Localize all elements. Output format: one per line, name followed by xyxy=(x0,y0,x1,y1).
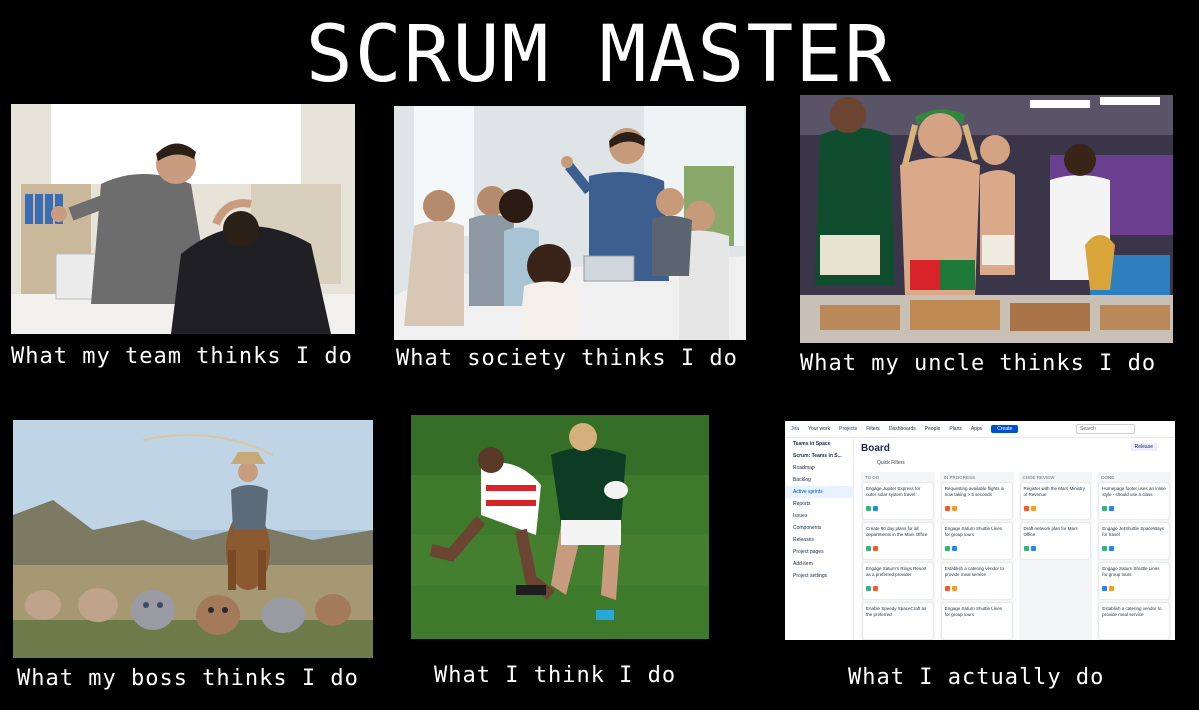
jira-card[interactable]: Create 90 day plans for all departments … xyxy=(863,523,933,559)
jira-card-text: Establish a catering vendor to provide m… xyxy=(1102,606,1162,617)
jira-sidebar-item[interactable]: Releases xyxy=(793,537,814,543)
jira-card-text: Create 90 day plans for all departments … xyxy=(866,526,928,537)
caption-boss: What my boss thinks I do xyxy=(17,666,359,691)
jira-nav-item[interactable]: Plans xyxy=(949,426,962,432)
jira-sidebar-item[interactable]: Project pages xyxy=(793,549,824,555)
jira-card-text: Engage Saturn Shuttle Lines for group to… xyxy=(944,606,1003,617)
jira-column-header: TO DO xyxy=(865,475,880,480)
jira-quick-filters[interactable]: Quick Filters xyxy=(877,460,905,466)
jira-card-text: Homepage footer uses an inline style - s… xyxy=(1102,486,1166,497)
jira-column-header: CODE REVIEW xyxy=(1022,475,1055,480)
photo-meeting-presentation xyxy=(394,106,746,340)
jira-sidebar-item[interactable]: Backlog xyxy=(793,477,811,483)
jira-card-text: Draft network plan for Mars Office xyxy=(1023,526,1078,537)
jira-card[interactable]: Engage Saturn's Rings Resort as a prefer… xyxy=(863,563,933,599)
jira-card[interactable]: Engage Saturn Shuttle Lines for group to… xyxy=(941,523,1012,559)
jira-project-name: Teams in Space xyxy=(793,441,831,447)
jira-card[interactable]: Engage Saturn Shuttle Lines for group to… xyxy=(941,603,1012,639)
jira-card-text: Engage Saturn's Rings Resort as a prefer… xyxy=(866,566,927,577)
jira-card-text: Engage JetShuttle SpaceWays for travel xyxy=(1102,526,1165,537)
jira-card[interactable]: Requesting available flights is now taki… xyxy=(941,483,1012,519)
jira-sidebar-item[interactable]: Issues xyxy=(793,513,808,519)
jira-sidebar-item[interactable]: Roadmap xyxy=(793,465,815,471)
jira-sidebar-item[interactable]: Components xyxy=(793,525,822,531)
jira-card[interactable]: Homepage footer uses an inline style - s… xyxy=(1099,483,1169,519)
meme-title: SCRUM MASTER xyxy=(305,10,894,100)
jira-column-todo: TO DO Engage Jupiter Express for outer s… xyxy=(861,472,935,640)
jira-search-input[interactable]: Search xyxy=(1076,424,1135,434)
caption-actual: What I actually do xyxy=(848,665,1105,690)
jira-sidebar-item[interactable]: Active sprints xyxy=(785,486,853,498)
photo-locker-room-celebration xyxy=(800,95,1173,343)
jira-column-code-review: CODE REVIEW Register with the Mars Minis… xyxy=(1018,472,1093,640)
jira-sidebar-item[interactable]: Reports xyxy=(793,501,811,507)
jira-nav-item[interactable]: Apps xyxy=(970,426,983,432)
jira-nav-item[interactable]: Your work xyxy=(808,426,831,432)
jira-nav-item[interactable]: Dashboards xyxy=(888,426,916,432)
jira-card[interactable]: Engage JetShuttle SpaceWays for travel xyxy=(1099,523,1169,559)
jira-sidebar: Teams in Space Scrum: Teams in S... Road… xyxy=(785,438,854,640)
photo-rugby-tackle xyxy=(411,415,709,639)
jira-create-button[interactable]: Create xyxy=(991,425,1019,433)
photo-angry-boss xyxy=(11,104,355,334)
jira-sidebar-item[interactable]: Scrum: Teams in S... xyxy=(793,453,842,459)
jira-nav-item[interactable]: Projects xyxy=(839,426,858,432)
jira-column-in-progress: IN PROGRESS Requesting available flights… xyxy=(939,472,1014,640)
jira-nav-item[interactable]: People xyxy=(924,426,941,432)
jira-card-text: Establish a catering vendor to provide m… xyxy=(944,566,1005,577)
jira-release-button[interactable]: Release xyxy=(1130,443,1157,451)
jira-card-text: Engage Jupiter Express for outer solar s… xyxy=(866,486,921,497)
jira-card-text: Register with the Mars Ministry of Reven… xyxy=(1023,486,1086,497)
jira-sidebar-item[interactable]: Add item xyxy=(793,561,813,567)
jira-column-header: IN PROGRESS xyxy=(943,475,976,480)
jira-card[interactable]: Register with the Mars Ministry of Reven… xyxy=(1020,483,1091,519)
jira-board-title: Board xyxy=(861,443,890,454)
jira-nav-item[interactable]: Jira xyxy=(791,426,800,432)
jira-card[interactable]: Enable Speedy SpaceCraft as the preferre… xyxy=(863,603,933,639)
jira-column-header: DONE xyxy=(1101,475,1115,480)
jira-top-nav: Jira Your work Projects Filters Dashboar… xyxy=(785,421,1175,438)
jira-card[interactable]: Engage Saturn Shuttle Lines for group to… xyxy=(1099,563,1169,599)
jira-card-text: Requesting available flights is now taki… xyxy=(944,486,1005,497)
jira-card[interactable]: Establish a catering vendor to provide m… xyxy=(1099,603,1169,639)
jira-nav-item[interactable]: Filters xyxy=(866,426,880,432)
caption-society: What society thinks I do xyxy=(396,346,738,371)
jira-sidebar-item[interactable]: Project settings xyxy=(793,573,828,579)
jira-board: Board Release Quick Filters TO DO Engage… xyxy=(861,443,1171,640)
photo-cowboy-herding-kittens xyxy=(13,420,373,658)
caption-team: What my team thinks I do xyxy=(11,344,353,369)
jira-card-text: Engage Saturn Shuttle Lines for group to… xyxy=(944,526,1003,537)
jira-card-text: Enable Speedy SpaceCraft as the preferre… xyxy=(866,606,927,617)
jira-card[interactable]: Engage Jupiter Express for outer solar s… xyxy=(863,483,933,519)
jira-card-text: Engage Saturn Shuttle Lines for group to… xyxy=(1102,566,1160,577)
jira-card[interactable]: Establish a catering vendor to provide m… xyxy=(941,563,1012,599)
screenshot-jira-board: Jira Your work Projects Filters Dashboar… xyxy=(785,421,1175,640)
caption-uncle: What my uncle thinks I do xyxy=(800,351,1157,376)
jira-card[interactable]: Draft network plan for Mars Office xyxy=(1020,523,1091,559)
jira-column-done: DONE Homepage footer uses an inline styl… xyxy=(1097,472,1171,640)
caption-me: What I think I do xyxy=(434,663,677,688)
